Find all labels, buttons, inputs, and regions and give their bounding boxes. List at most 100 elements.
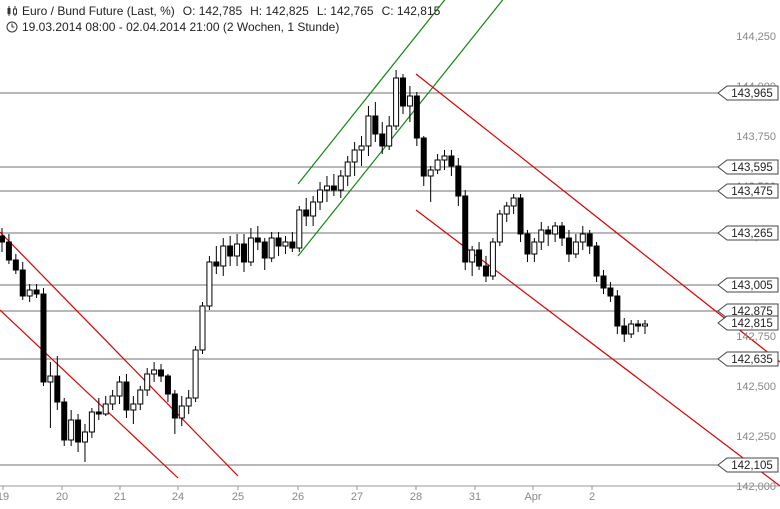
candle-body <box>635 323 642 327</box>
y-axis: 142,000142,250142,500142,750143,000143,2… <box>736 31 776 493</box>
candle <box>130 396 137 424</box>
candle <box>448 150 455 176</box>
label-box <box>717 85 779 101</box>
level-labels: 144,545143,965143,595143,475143,265143,0… <box>717 85 779 473</box>
candle-body <box>344 161 351 177</box>
candle <box>503 202 510 222</box>
candle <box>261 238 268 270</box>
candle-body <box>227 245 234 257</box>
candle <box>482 256 489 282</box>
candle <box>144 368 151 396</box>
candle-body <box>317 189 324 203</box>
candle-body <box>47 375 54 383</box>
candle-body <box>303 209 310 217</box>
candle <box>81 424 88 462</box>
candle <box>586 230 593 254</box>
candle-body <box>593 245 600 277</box>
label-box <box>717 277 779 293</box>
candle <box>524 230 531 262</box>
candle <box>75 414 82 452</box>
candle <box>386 116 393 150</box>
candle <box>19 262 26 300</box>
level-label: 143,005 <box>717 277 779 293</box>
x-tick-label: 25 <box>232 491 244 503</box>
candle <box>434 154 441 174</box>
candle-body <box>607 287 614 297</box>
candle-body <box>268 237 275 259</box>
candle <box>54 356 61 410</box>
candle <box>158 364 165 382</box>
candle <box>240 234 247 272</box>
label-text: 142,875 <box>731 306 773 318</box>
candle-body <box>116 381 123 397</box>
y-tick-label: 142,750 <box>736 331 776 343</box>
label-text: 142,635 <box>731 354 773 366</box>
candle <box>337 170 344 198</box>
candle-body <box>5 241 12 261</box>
candle <box>33 284 40 298</box>
candle-body <box>275 237 282 247</box>
label-box <box>717 159 779 175</box>
candle-body <box>503 205 510 215</box>
candle <box>579 226 586 250</box>
candles <box>0 70 648 462</box>
candle <box>268 232 275 262</box>
candle <box>545 226 552 246</box>
candle-body <box>164 375 171 395</box>
x-tick-label: 26 <box>292 491 304 503</box>
candle-body <box>254 237 261 243</box>
candle-body <box>406 95 413 107</box>
candle <box>151 362 158 382</box>
x-tick-label: 21 <box>114 491 126 503</box>
candle <box>462 190 469 270</box>
candle <box>26 284 33 302</box>
candle-body <box>95 411 102 415</box>
candle-body <box>330 185 337 191</box>
y-tick-label: 142,250 <box>736 431 776 443</box>
candle <box>565 230 572 262</box>
label-text: 142,105 <box>731 460 773 472</box>
candle-body <box>75 419 82 443</box>
candle <box>0 228 5 252</box>
candle <box>358 136 365 166</box>
candle-body <box>323 185 330 191</box>
candle-body <box>434 159 441 171</box>
label-box <box>717 315 779 331</box>
trend-line <box>0 309 179 479</box>
candle-body <box>621 325 628 335</box>
candle <box>628 320 635 338</box>
candle-body <box>144 373 151 391</box>
candle <box>47 362 54 428</box>
candle-body <box>282 241 289 247</box>
candle-body <box>178 405 185 419</box>
candle-body <box>54 375 61 403</box>
clock-icon <box>6 21 18 33</box>
level-label: 143,265 <box>717 225 779 241</box>
low-value: L: 142,765 <box>316 4 374 18</box>
x-tick-label: 31 <box>469 491 481 503</box>
candle-body <box>476 249 483 267</box>
candle <box>88 408 95 438</box>
candle-body <box>123 381 130 411</box>
candle <box>476 242 483 270</box>
candle <box>5 234 12 264</box>
candle <box>185 390 192 414</box>
candle-body <box>462 195 469 263</box>
open-value: O: 142,785 <box>182 4 243 18</box>
label-box <box>717 225 779 241</box>
label-text: 143,965 <box>731 88 773 100</box>
candle <box>406 86 413 122</box>
x-axis: 19 20 21 24 25 26 27 28 31 Apr 2 <box>0 485 780 503</box>
candle-body <box>151 369 158 375</box>
candle <box>427 166 434 202</box>
candle <box>68 410 75 446</box>
candle <box>614 290 621 334</box>
candle <box>178 396 185 426</box>
candle <box>95 398 102 420</box>
candle <box>317 182 324 210</box>
candle <box>510 194 517 214</box>
candle-body <box>158 369 165 377</box>
label-text: 143,595 <box>731 162 773 174</box>
candle <box>247 228 254 266</box>
candle-body <box>61 401 68 441</box>
